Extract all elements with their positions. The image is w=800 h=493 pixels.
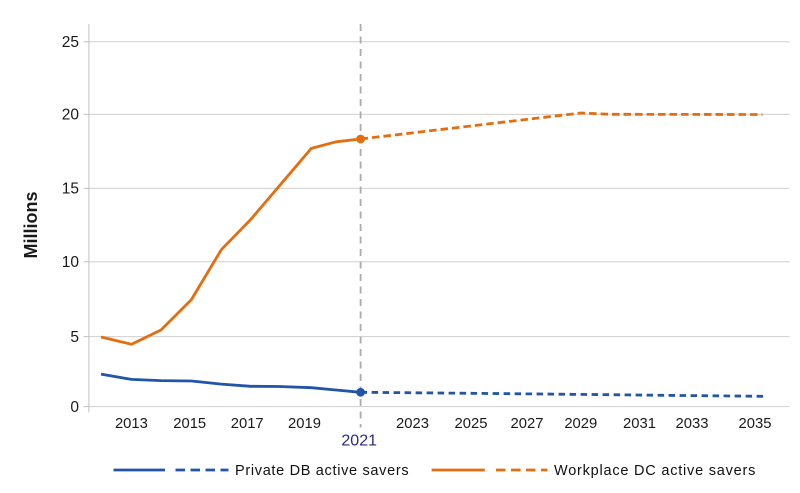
svg-text:25: 25 — [62, 34, 79, 51]
svg-text:Millions: Millions — [21, 192, 41, 259]
svg-text:2017: 2017 — [231, 416, 264, 432]
svg-text:Workplace DC active savers: Workplace DC active savers — [554, 463, 756, 479]
svg-text:2035: 2035 — [739, 416, 772, 432]
svg-text:2021: 2021 — [341, 432, 377, 449]
svg-text:2031: 2031 — [623, 416, 656, 432]
svg-text:20: 20 — [62, 107, 80, 124]
svg-text:2025: 2025 — [455, 416, 488, 432]
svg-text:15: 15 — [62, 181, 79, 198]
svg-text:2013: 2013 — [115, 416, 148, 432]
svg-text:2029: 2029 — [564, 416, 597, 432]
svg-text:2023: 2023 — [396, 416, 429, 432]
svg-text:10: 10 — [62, 254, 80, 271]
svg-text:2019: 2019 — [288, 416, 321, 432]
svg-text:Private DB active savers: Private DB active savers — [235, 463, 409, 479]
svg-text:5: 5 — [70, 329, 79, 346]
svg-text:0: 0 — [70, 399, 79, 416]
svg-text:2033: 2033 — [676, 416, 709, 432]
svg-text:2015: 2015 — [173, 416, 206, 432]
svg-text:2027: 2027 — [511, 416, 544, 432]
